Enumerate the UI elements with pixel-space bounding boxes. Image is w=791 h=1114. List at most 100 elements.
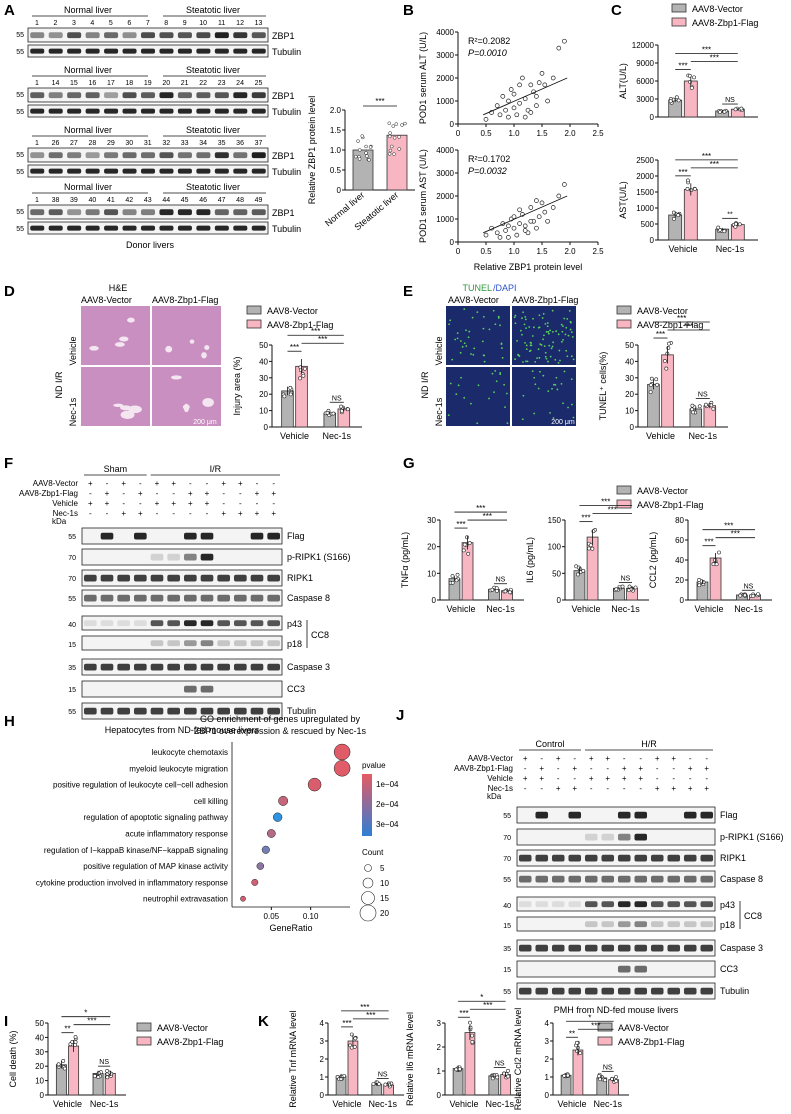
blot-a-zbp1-band	[30, 92, 45, 99]
d-stain-title: H&E	[109, 283, 128, 293]
d-bar-ytick-label: 30	[259, 374, 268, 383]
blot-a-lane-number: 14	[52, 80, 60, 87]
c-alt-sig: NS	[725, 97, 735, 104]
f-condition-mark: -	[172, 489, 175, 498]
k-bar-2-ytick-label: 1	[545, 1073, 550, 1082]
blot-a-tubulin-band	[140, 48, 156, 54]
d-he-vessel	[170, 375, 182, 380]
j-blot-2-band	[601, 854, 615, 862]
f-blot-2-band	[200, 574, 214, 582]
g-bar-1-group-label: Nec-1s	[611, 604, 640, 614]
a-bar-dot	[397, 135, 401, 139]
e-tunel-dot	[493, 391, 495, 394]
blot-a-tubulin-band	[140, 225, 156, 231]
f-kda: kDa	[52, 517, 67, 526]
panel-letter-A: A	[4, 2, 15, 19]
i-bar-dot	[73, 1035, 78, 1039]
k-legend-label: AAV8-Zbp1-Flag	[618, 1037, 684, 1047]
j-blot-3-band	[650, 875, 664, 883]
e-tunel-dot	[494, 323, 497, 326]
c-alt-dot	[676, 98, 681, 103]
e-tunel-dot	[551, 345, 554, 348]
k-bar-1-sig: *	[480, 993, 483, 1002]
blot-a-lane-number: 12	[236, 20, 244, 27]
g-bar-1-ytick-label: 150	[548, 516, 562, 525]
j-blot-8-band	[683, 987, 697, 995]
e-row-label: Nec-1s	[434, 397, 444, 426]
h-dot	[307, 777, 322, 792]
f-blot-1-band	[184, 553, 197, 561]
blot-a-tubulin-band	[104, 48, 119, 54]
e-tunel-dot	[557, 362, 560, 364]
a-bar-ytick-label: 0.5	[330, 166, 342, 175]
j-mw: 55	[503, 813, 511, 820]
f-mw: 35	[68, 665, 76, 672]
k-bar-2-dot	[598, 1077, 603, 1082]
c-alt-dot	[739, 106, 744, 111]
d-he-vessel	[113, 403, 124, 407]
f-condition-mark: -	[122, 489, 125, 498]
j-blot-3-band	[667, 875, 681, 883]
j-condition-mark: -	[623, 754, 626, 763]
d-legend-swatch-zbp1	[246, 319, 262, 329]
f-blot-0-band	[100, 532, 114, 540]
h-dot	[278, 795, 289, 806]
j-blot-2-band	[568, 854, 582, 862]
e-tunel-dot	[545, 357, 548, 360]
j-blot-8-band	[700, 987, 714, 995]
j-cc8-label: CC8	[744, 911, 762, 921]
blot-a-zbp1-band	[251, 209, 266, 216]
e-tunel-dot	[461, 345, 464, 348]
j-band-label: p18	[720, 920, 735, 930]
blot-a-zbp1-band	[104, 92, 119, 99]
j-blot-4-membrane	[516, 896, 716, 912]
e-tunel-dot	[463, 396, 466, 399]
b-alt-point	[511, 91, 517, 97]
blot-a-zbp1-label: ZBP1	[272, 208, 295, 218]
blot-a-lane-number: 25	[255, 80, 263, 87]
f-band-label: p43	[287, 619, 302, 629]
e-bar-ytick-label: 0	[630, 423, 635, 432]
g-bar-0-group-label: Vehicle	[446, 604, 475, 614]
k-bar-1-dot	[470, 1033, 475, 1038]
e-tunel-dot	[556, 388, 559, 391]
b-alt-xtick-label: 2.5	[592, 129, 604, 138]
f-condition-mark: -	[139, 499, 142, 508]
j-condition-mark: +	[704, 784, 709, 793]
h-term-label: positive regulation of leukocyte cell−ce…	[53, 781, 228, 790]
f-blot-6-band	[234, 663, 247, 671]
g-bar-2-ytick-label: 80	[675, 516, 684, 525]
f-blot-4-band	[267, 620, 280, 627]
panel-letter-D: D	[4, 283, 15, 300]
h-term-label: cytokine production involved in inflamma…	[36, 878, 229, 887]
blot-a-tubulin-band	[122, 48, 137, 54]
j-mw: 55	[503, 877, 511, 884]
c-ast-group-label: Nec-1s	[716, 244, 745, 254]
j-condition-mark: -	[524, 764, 527, 773]
f-blot-8-band	[100, 707, 114, 715]
e-bar-sig: ***	[677, 314, 686, 323]
j-blot-6-band	[535, 944, 549, 952]
blot-a-lane-number: 6	[127, 20, 131, 27]
b-ast-xtick-label: 0	[456, 247, 461, 256]
j-header-left: Control	[535, 739, 564, 749]
c-ast-dot	[722, 229, 727, 234]
blot-a-footer: Donor livers	[126, 240, 175, 250]
blot-a-tubulin-band	[30, 108, 45, 114]
h-xlabel: GeneRatio	[269, 923, 312, 933]
blot-a-tubulin-band	[177, 48, 192, 54]
f-blot-7-band	[200, 685, 214, 693]
e-tunel-dot	[563, 317, 566, 320]
blot-a-lane-number: 17	[107, 80, 115, 87]
d-he-image	[152, 306, 221, 365]
e-tunel-dot	[521, 418, 524, 421]
k-bar-2-dot	[603, 1078, 607, 1083]
e-tunel-dot	[548, 344, 551, 347]
j-blot-2-band	[617, 854, 631, 862]
d-row-label: Nec-1s	[68, 397, 78, 426]
j-condition-mark: +	[539, 774, 544, 783]
b-ast-xtick-label: 2.0	[564, 247, 576, 256]
c-alt-ytick-label: 6000	[636, 77, 654, 86]
j-blot-5-band	[617, 921, 631, 928]
j-blot-4-band	[535, 901, 549, 908]
